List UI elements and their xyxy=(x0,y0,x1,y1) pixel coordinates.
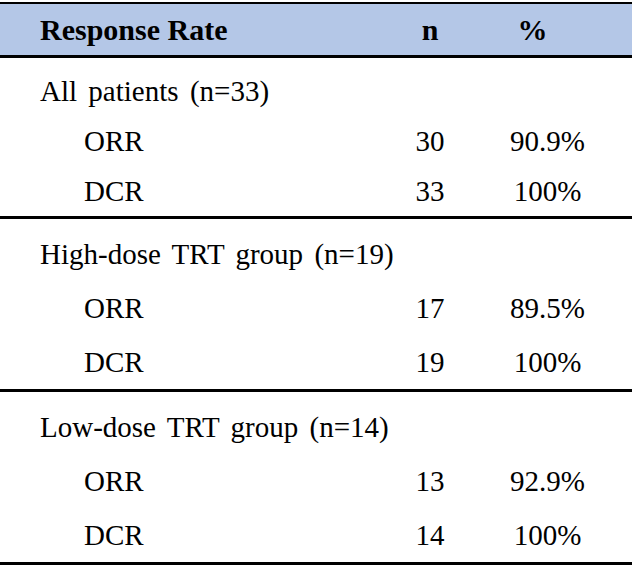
table-row-dcr: DCR 33 100% xyxy=(0,166,632,216)
row-label: DCR xyxy=(0,519,370,552)
row-percent-value: 92.9% xyxy=(490,465,605,498)
group-row-low-dose: Low-dose TRT group (n=14) xyxy=(0,400,632,454)
row-label: ORR xyxy=(0,292,370,325)
table-row-orr: ORR 13 92.9% xyxy=(0,454,632,508)
row-n-value: 14 xyxy=(370,519,490,552)
row-label: ORR xyxy=(0,465,370,498)
response-rate-table: Response Rate n % All patients (n=33) OR… xyxy=(0,0,632,576)
row-n-value: 17 xyxy=(370,292,490,325)
table-row-dcr: DCR 14 100% xyxy=(0,508,632,562)
group-label: High-dose TRT group (n=19) xyxy=(0,238,605,271)
row-percent-value: 100% xyxy=(490,175,605,208)
table-header-row: Response Rate n % xyxy=(0,2,632,58)
row-n-value: 30 xyxy=(370,125,490,158)
row-n-value: 19 xyxy=(370,346,490,379)
group-row-high-dose: High-dose TRT group (n=19) xyxy=(0,227,632,281)
row-label: DCR xyxy=(0,175,370,208)
row-n-value: 13 xyxy=(370,465,490,498)
section-low-dose-trt: Low-dose TRT group (n=14) ORR 13 92.9% D… xyxy=(0,392,632,565)
row-label: ORR xyxy=(0,125,370,158)
row-percent-value: 100% xyxy=(490,519,605,552)
row-label: DCR xyxy=(0,346,370,379)
row-percent-value: 100% xyxy=(490,346,605,379)
section-high-dose-trt: High-dose TRT group (n=19) ORR 17 89.5% … xyxy=(0,219,632,392)
group-label: All patients (n=33) xyxy=(0,75,605,108)
column-header-response-rate: Response Rate xyxy=(0,13,370,47)
row-n-value: 33 xyxy=(370,175,490,208)
group-label: Low-dose TRT group (n=14) xyxy=(0,411,605,444)
column-header-percent: % xyxy=(475,13,590,47)
group-row-all-patients: All patients (n=33) xyxy=(0,66,632,116)
table-row-orr: ORR 30 90.9% xyxy=(0,116,632,166)
section-all-patients: All patients (n=33) ORR 30 90.9% DCR 33 … xyxy=(0,58,632,219)
table-row-dcr: DCR 19 100% xyxy=(0,335,632,389)
row-percent-value: 89.5% xyxy=(490,292,605,325)
row-percent-value: 90.9% xyxy=(490,125,605,158)
column-header-n: n xyxy=(370,13,490,47)
table-row-orr: ORR 17 89.5% xyxy=(0,281,632,335)
